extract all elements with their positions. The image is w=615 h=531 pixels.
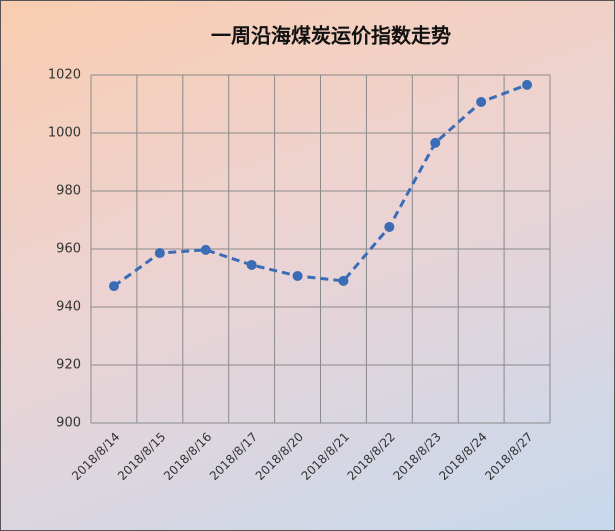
x-tick-label: 2018/8/20 — [253, 430, 306, 483]
point — [384, 221, 395, 232]
point — [292, 270, 303, 281]
y-tick-label: 1000 — [48, 126, 81, 141]
point — [522, 79, 533, 90]
x-tick-label: 2018/8/15 — [115, 430, 168, 483]
x-tick-label: 2018/8/27 — [482, 430, 535, 483]
line — [113, 83, 528, 288]
point — [430, 137, 441, 148]
x-tick-label: 2018/8/24 — [436, 430, 489, 483]
x-tick-label: 2018/8/14 — [69, 430, 122, 483]
x-tick-label: 2018/8/17 — [207, 430, 260, 483]
y-tick-label: 960 — [56, 242, 81, 257]
point — [108, 281, 119, 292]
y-tick-label: 1020 — [48, 68, 81, 83]
point — [338, 275, 349, 286]
y-tick-label: 900 — [56, 416, 81, 431]
y-tick-label: 940 — [56, 300, 81, 315]
point — [476, 96, 487, 107]
point — [246, 259, 257, 270]
x-tick-label: 2018/8/22 — [345, 430, 398, 483]
point — [154, 248, 165, 259]
y-tick-label: 920 — [56, 358, 81, 373]
chart-title: 一周沿海煤炭运价指数走势 — [211, 24, 451, 48]
x-tick-label: 2018/8/16 — [161, 430, 214, 483]
point — [200, 244, 211, 255]
x-tick-label: 2018/8/21 — [299, 430, 352, 483]
y-tick-label: 980 — [56, 184, 81, 199]
x-tick-label: 2018/8/23 — [390, 430, 443, 483]
